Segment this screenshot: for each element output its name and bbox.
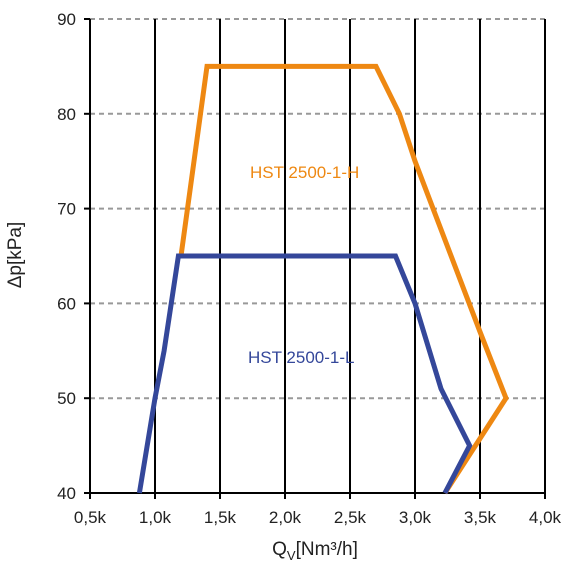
series-labels: HST 2500-1-H HST 2500-1-L	[248, 163, 359, 367]
x-tick-label: 1,0k	[139, 508, 172, 527]
y-tick-label: 80	[57, 105, 76, 124]
y-tick-label: 70	[57, 200, 76, 219]
x-tick-label: 3,0k	[399, 508, 432, 527]
x-axis-title: QV[Nm³/h]	[272, 539, 358, 563]
series-line-h	[178, 63, 509, 495]
x-tick-label: 1,5k	[204, 508, 237, 527]
y-tick-label: 40	[57, 484, 76, 503]
series-label-l: HST 2500-1-L	[248, 348, 354, 367]
x-tick-label: 2,0k	[269, 508, 302, 527]
y-tick-label: 60	[57, 294, 76, 313]
x-tick-label: 4,0k	[529, 508, 562, 527]
series-label-h: HST 2500-1-H	[250, 163, 359, 182]
axes	[84, 18, 546, 499]
y-tick-label: 90	[57, 10, 76, 29]
tick-labels: 0,5k 1,0k 1,5k 2,0k 2,5k 3,0k 3,5k 4,0k 40 50 60 70…	[57, 10, 561, 527]
series-lines	[136, 63, 509, 495]
y-axis-title: Δp[kPa]	[5, 222, 26, 289]
x-tick-label: 3,5k	[464, 508, 497, 527]
y-tick-label: 50	[57, 389, 76, 408]
x-tick-label: 0,5k	[74, 508, 107, 527]
series-line-l	[136, 253, 473, 495]
x-tick-label: 2,5k	[334, 508, 367, 527]
